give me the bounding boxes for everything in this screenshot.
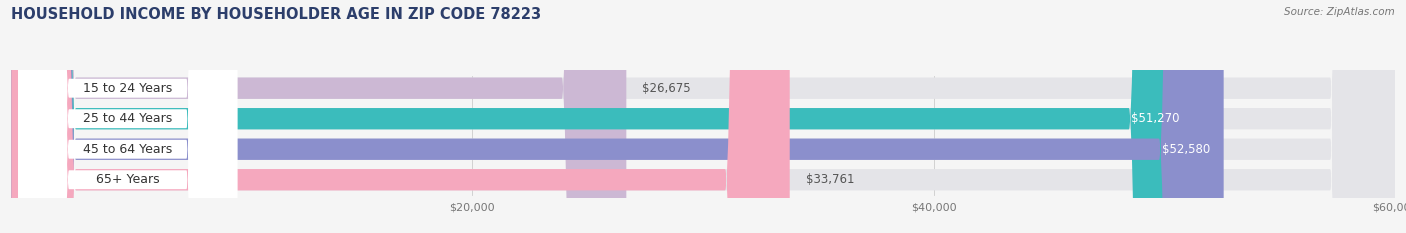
Text: $26,675: $26,675 [643, 82, 692, 95]
Text: $51,270: $51,270 [1130, 112, 1180, 125]
Text: 25 to 44 Years: 25 to 44 Years [83, 112, 173, 125]
Text: 45 to 64 Years: 45 to 64 Years [83, 143, 173, 156]
FancyBboxPatch shape [11, 0, 1395, 233]
Text: 15 to 24 Years: 15 to 24 Years [83, 82, 173, 95]
FancyBboxPatch shape [18, 0, 238, 233]
FancyBboxPatch shape [11, 0, 1395, 233]
FancyBboxPatch shape [18, 0, 238, 233]
FancyBboxPatch shape [18, 0, 238, 233]
FancyBboxPatch shape [11, 0, 1395, 233]
Text: $33,761: $33,761 [806, 173, 855, 186]
Text: Source: ZipAtlas.com: Source: ZipAtlas.com [1284, 7, 1395, 17]
FancyBboxPatch shape [11, 0, 1395, 233]
FancyBboxPatch shape [11, 0, 1194, 233]
FancyBboxPatch shape [11, 0, 1223, 233]
FancyBboxPatch shape [11, 0, 790, 233]
FancyBboxPatch shape [11, 0, 626, 233]
Text: $52,580: $52,580 [1161, 143, 1209, 156]
Text: 65+ Years: 65+ Years [96, 173, 159, 186]
Text: HOUSEHOLD INCOME BY HOUSEHOLDER AGE IN ZIP CODE 78223: HOUSEHOLD INCOME BY HOUSEHOLDER AGE IN Z… [11, 7, 541, 22]
FancyBboxPatch shape [18, 0, 238, 233]
